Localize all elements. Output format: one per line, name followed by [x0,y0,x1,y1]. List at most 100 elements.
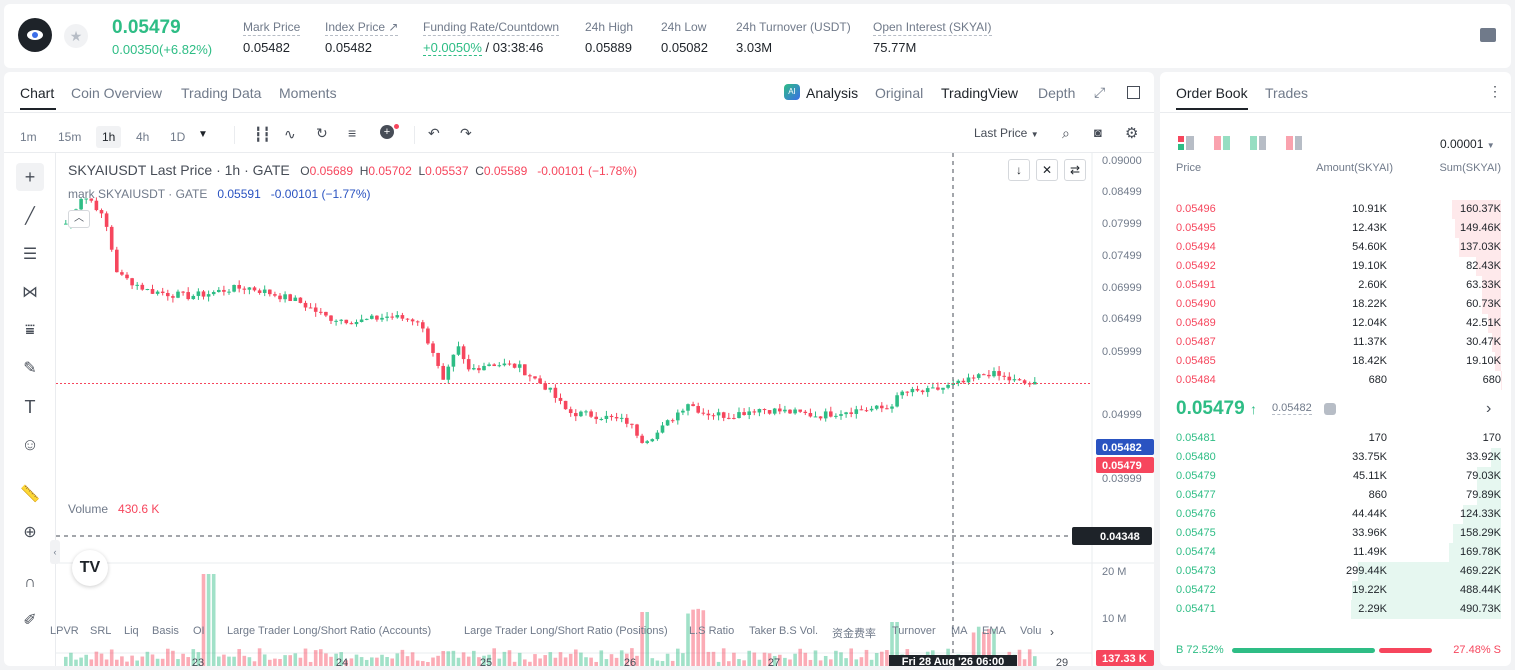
notes-icon[interactable] [1480,28,1496,42]
brush-icon[interactable]: ✎ [23,360,37,377]
alert-add-icon[interactable]: + [380,125,394,139]
indicator-taker-bs[interactable]: Taker B.S Vol. [749,625,819,637]
indicator-oi[interactable]: OI [193,625,205,637]
bid-row[interactable]: 0.05473 299.44K 469.22K [1176,562,1501,581]
tradingview-logo[interactable]: TV [72,550,108,586]
layout-asks-icon[interactable] [1286,136,1302,150]
text-tool-icon[interactable]: T [24,397,36,417]
more-icon[interactable]: ⋮ [1488,83,1502,99]
indicator-lpvr[interactable]: LPVR [50,625,79,637]
tf-1h[interactable]: 1h [96,126,122,148]
ask-row[interactable]: 0.05487 11.37K 30.47K [1176,333,1501,352]
ask-row[interactable]: 0.05496 10.91K 160.37K [1176,200,1501,219]
templates-icon[interactable]: ≡ [348,125,357,141]
tf-1m[interactable]: 1m [20,130,37,144]
bid-row[interactable]: 0.05476 44.44K 124.33K [1176,505,1501,524]
crosshair-icon[interactable]: + [16,163,44,191]
redo-icon[interactable]: ↷ [460,125,472,141]
indicator-ema[interactable]: EMA [982,625,1006,637]
bid-row[interactable]: 0.05479 45.11K 79.03K [1176,467,1501,486]
indicator-lt-positions[interactable]: Large Trader Long/Short Ratio (Positions… [464,625,668,637]
indicators-icon[interactable]: ∿ [284,126,296,142]
mark-price-label[interactable]: Mark Price [243,20,301,36]
bid-row[interactable]: 0.05471 2.29K 490.73K [1176,600,1501,619]
window-icon[interactable] [1127,86,1140,99]
undo-icon[interactable]: ↶ [428,125,440,141]
layout-both-icon[interactable] [1178,136,1194,150]
compare-icon[interactable]: ↻ [316,125,328,141]
favorite-star-icon[interactable]: ★ [64,24,88,48]
refresh-icon[interactable]: ⇄ [1064,159,1086,181]
layout-bids-icon[interactable] [1250,136,1266,150]
price-type-select[interactable]: Last Price ▼ [974,126,1039,140]
mid-price[interactable]: 0.05479 ↑ [1176,398,1257,420]
tf-1d[interactable]: 1D [170,130,186,144]
tab-trades[interactable]: Trades [1265,85,1309,101]
ask-row[interactable]: 0.05491 2.60K 63.33K [1176,276,1501,295]
bid-row[interactable]: 0.05474 11.49K 169.78K [1176,543,1501,562]
collapse-legend-button[interactable]: ︿ [68,210,90,228]
indicator-ma[interactable]: MA [951,625,968,637]
ask-row[interactable]: 0.05495 12.43K 149.46K [1176,219,1501,238]
trend-line-icon[interactable]: ╱ [25,208,35,225]
ask-row[interactable]: 0.05484 680 680 [1176,371,1501,390]
indicator-volume[interactable]: Volu [1020,625,1042,637]
precision-select[interactable]: 0.00001 ▼ [1440,137,1495,151]
pattern-icon[interactable]: ⋈ [22,284,38,301]
ruler-icon[interactable]: 📏 [20,486,40,503]
tab-trading-data[interactable]: Trading Data [181,85,262,101]
candle-body [599,419,604,421]
tab-depth[interactable]: Depth [1038,85,1076,101]
ask-row[interactable]: 0.05492 19.10K 82.43K [1176,257,1501,276]
pencil-lock-icon[interactable]: ✐ [23,612,37,629]
indicator-liq[interactable]: Liq [124,625,139,637]
camera-icon[interactable]: ◙ [1094,125,1102,140]
bid-row[interactable]: 0.05475 33.96K 158.29K [1176,524,1501,543]
candlestick-chart[interactable]: 0.09000 0.08499 0.07999 0.07499 0.06999 0.064… [56,153,1154,666]
tab-analysis[interactable]: Analysis [806,85,859,101]
tab-order-book[interactable]: Order Book [1176,85,1248,101]
bid-row[interactable]: 0.05472 19.22K 488.44K [1176,581,1501,600]
scroll-right-icon[interactable]: › [1050,625,1054,639]
chevron-right-icon[interactable]: › [1486,400,1492,417]
bid-row[interactable]: 0.05480 33.75K 33.92K [1176,448,1501,467]
funding-rate-label[interactable]: Funding Rate/Countdown [423,20,560,36]
scroll-down-button[interactable]: ↓ [1008,159,1030,181]
tab-tradingview[interactable]: TradingView [941,85,1019,101]
indicator-funding-rate[interactable]: 资金费率 [832,628,876,640]
indicator-lt-accounts[interactable]: Large Trader Long/Short Ratio (Accounts) [227,625,432,637]
gear-icon[interactable]: ⚙ [1125,125,1139,142]
indicator-turnover[interactable]: Turnover [892,625,936,637]
expand-icon[interactable]: ⤢ [1094,84,1106,100]
tab-coin-overview[interactable]: Coin Overview [71,85,163,101]
indicator-srl[interactable]: SRL [90,625,112,637]
ask-row[interactable]: 0.05494 54.60K 137.03K [1176,238,1501,257]
bid-row[interactable]: 0.05481 170 170 [1176,429,1501,448]
indicator-ls-ratio[interactable]: L.S Ratio [689,625,735,637]
pane-collapse-handle[interactable]: ‹ [50,540,60,564]
bid-row[interactable]: 0.05477 860 79.89K [1176,486,1501,505]
index-price-label[interactable]: Index Price ↗ [325,20,399,36]
tab-moments[interactable]: Moments [279,85,337,101]
volume-bar [793,653,797,666]
tf-4h[interactable]: 4h [136,130,150,144]
volume-bar [186,657,190,666]
ask-row[interactable]: 0.05490 18.22K 60.73K [1176,295,1501,314]
indicator-basis[interactable]: Basis [152,625,179,637]
magnet-icon[interactable]: ∩ [24,574,36,591]
tf-15m[interactable]: 15m [58,130,82,144]
ask-row[interactable]: 0.05485 18.42K 19.10K [1176,352,1501,371]
open-interest-label[interactable]: Open Interest (SKYAI) [873,20,992,36]
timeframe-dropdown-icon[interactable]: ▼ [198,129,208,140]
zoom-in-icon[interactable]: ⊕ [23,524,37,541]
emoji-icon[interactable]: ☺ [21,435,39,454]
layout-both-alt-icon[interactable] [1214,136,1230,150]
fib-icon[interactable]: ⩸ [25,322,35,339]
tab-original[interactable]: Original [875,85,924,101]
tab-chart[interactable]: Chart [20,85,55,101]
collapse-button[interactable]: ✕ [1036,159,1058,181]
search-icon[interactable]: ⌕ [1062,125,1070,141]
horizontal-lines-icon[interactable]: ☰ [22,246,38,263]
candle-type-icon[interactable]: ┇┇ [254,126,271,142]
ask-row[interactable]: 0.05489 12.04K 42.51K [1176,314,1501,333]
